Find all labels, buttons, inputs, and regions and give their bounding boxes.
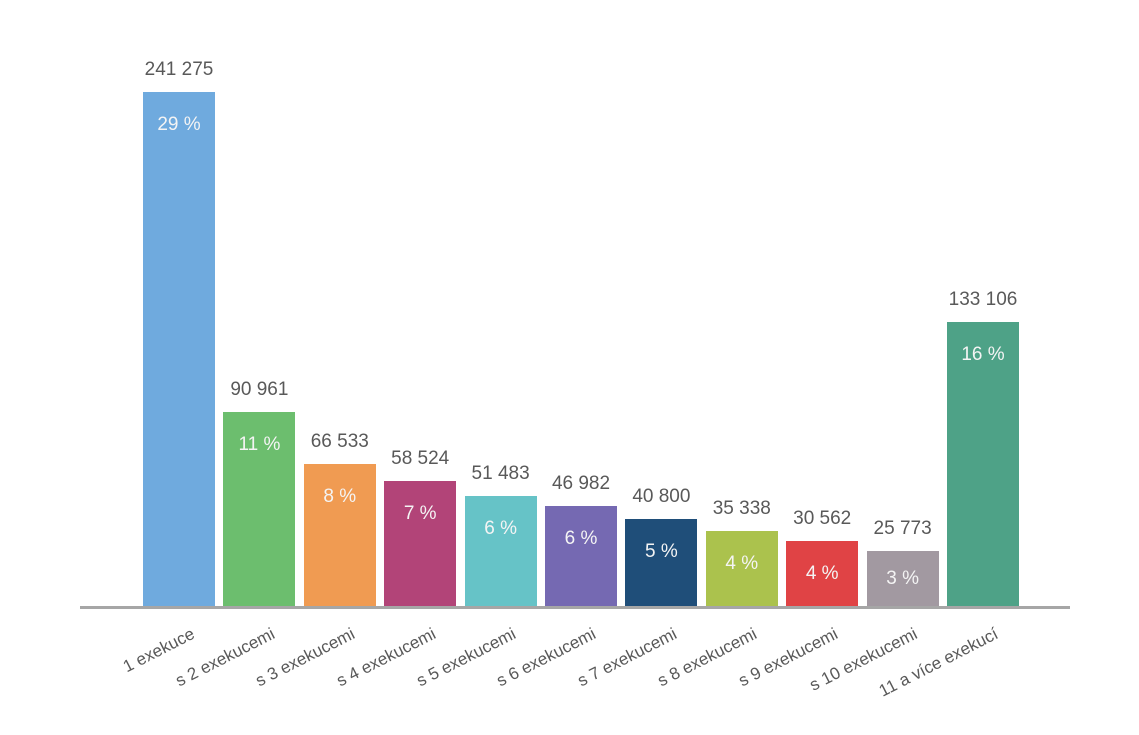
bar-value-label: 35 338	[712, 498, 771, 519]
bar-value-label: 58 524	[391, 448, 450, 469]
bar-percent-label: 6 %	[484, 518, 517, 539]
bar-value-label: 46 982	[551, 473, 611, 494]
bar-value-label: 30 562	[793, 508, 852, 529]
bar-value-label: 90 961	[230, 379, 289, 400]
bar-percent-label: 16 %	[961, 344, 1005, 365]
bar: 3 %	[866, 551, 939, 606]
bar-percent-label: 3 %	[886, 567, 919, 589]
plot-area: 29 % 241 275 11 % 90 961 8 % 66 533 7 % 58 524 6…	[80, 0, 1070, 606]
bar: 8 %	[303, 464, 376, 606]
bar: 7 %	[384, 481, 457, 606]
bar: 5 %	[625, 519, 698, 606]
bar-percent-label: 4 %	[725, 553, 759, 574]
bar: 4 %	[786, 541, 859, 606]
bar: 6 %	[464, 496, 537, 606]
bar-value-label: 25 773	[873, 518, 932, 539]
bar-percent-label: 11 %	[238, 434, 281, 455]
bar: 16 %	[947, 322, 1019, 606]
x-axis-labels: 1 exekuce s 2 exekucemi s 3 exekucemi s 4 e…	[80, 609, 1070, 735]
bar-percent-label: 29 %	[157, 114, 201, 135]
bar-value-label: 40 800	[632, 486, 691, 507]
x-axis-line	[80, 606, 1070, 609]
bar-value-label: 51 483	[471, 463, 530, 484]
bar-value-label: 133 106	[948, 289, 1018, 310]
bar-percent-label: 6 %	[564, 528, 598, 549]
bar: 4 %	[705, 531, 778, 606]
bar: 6 %	[545, 506, 617, 606]
bar-value-label: 241 275	[144, 59, 214, 80]
bar-percent-label: 5 %	[645, 541, 678, 562]
bar-percent-label: 8 %	[323, 486, 357, 507]
bar-percent-label: 7 %	[403, 503, 437, 524]
bar-value-label: 66 533	[310, 431, 369, 452]
bar-percent-label: 4 %	[805, 562, 839, 584]
bar: 29 %	[143, 92, 215, 606]
bar: 11 %	[223, 412, 296, 606]
